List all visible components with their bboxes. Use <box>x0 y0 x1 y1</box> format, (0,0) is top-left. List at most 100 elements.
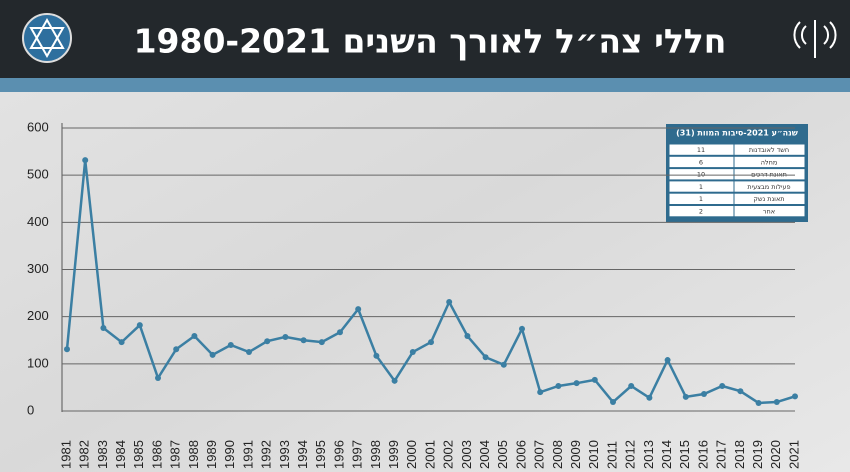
x-tick-label: 1987 <box>168 440 183 469</box>
legend-table: שנה״ע 2021-סיבות המוות (31) 11 חשד לאובדנו… <box>666 124 808 222</box>
x-tick-label: 2008 <box>550 440 565 469</box>
x-tick-label: 1988 <box>186 440 201 469</box>
point <box>227 341 234 348</box>
y-tick-label: 200 <box>27 308 49 323</box>
x-tick-label: 2021 <box>786 440 801 469</box>
point <box>173 346 180 353</box>
y-tick-label: 600 <box>27 119 49 134</box>
x-tick-label: 1991 <box>240 440 255 469</box>
y-tick-label: 300 <box>27 261 49 276</box>
table-cell <box>733 155 806 169</box>
point <box>355 306 362 313</box>
point <box>755 399 762 406</box>
point <box>118 339 125 346</box>
point <box>409 349 416 356</box>
point <box>573 380 580 387</box>
x-tick-label: 2004 <box>477 440 492 469</box>
x-tick-label: 1998 <box>368 440 383 469</box>
point <box>318 339 325 346</box>
table-value: 1 <box>699 183 703 191</box>
table-label: מחלה <box>761 158 778 166</box>
point <box>646 394 653 401</box>
point <box>428 339 434 346</box>
x-tick-label: 2012 <box>623 440 638 469</box>
point <box>446 299 453 306</box>
point <box>664 357 671 364</box>
point <box>155 374 161 381</box>
point <box>737 388 744 395</box>
x-tick-label: 1992 <box>259 440 274 469</box>
table-cell <box>733 180 806 193</box>
x-tick-label: 1990 <box>222 440 237 469</box>
point <box>391 377 398 384</box>
x-tick-label: 1994 <box>295 440 310 469</box>
x-tick-label: 2019 <box>750 440 765 469</box>
point <box>100 324 107 331</box>
x-tick-label: 1986 <box>149 440 164 469</box>
point <box>610 399 616 406</box>
table-value: 2 <box>699 208 703 216</box>
point <box>300 337 307 344</box>
table-label: תאונת נשק <box>753 195 784 203</box>
y-tick-label: 0 <box>27 402 34 417</box>
x-tick-label: 2002 <box>441 440 456 469</box>
x-tick-label: 1996 <box>331 440 346 469</box>
point <box>82 157 89 164</box>
point <box>482 354 489 361</box>
point <box>464 333 471 340</box>
table-value: 11 <box>697 146 705 154</box>
y-tick-label: 100 <box>27 355 49 370</box>
table-cell <box>733 168 806 181</box>
chart-title: חללי צה״ל לאורך השנים 1980-2021 <box>134 22 727 61</box>
table-label: אחר <box>763 208 775 216</box>
x-tick-label: 1999 <box>386 440 401 469</box>
point <box>537 389 544 396</box>
table-cell <box>733 143 806 156</box>
x-tick-label: 2011 <box>604 441 619 469</box>
point <box>500 361 507 368</box>
point <box>792 393 798 400</box>
x-tick-label: 1995 <box>313 440 328 469</box>
y-tick-label: 500 <box>27 167 49 182</box>
point <box>136 322 143 329</box>
table-value: 6 <box>699 158 703 166</box>
point <box>701 391 707 398</box>
point <box>773 399 780 406</box>
table-title: שנה״ע 2021-סיבות המוות (31) <box>676 129 798 138</box>
logo-right <box>793 20 837 58</box>
x-tick-label: 2009 <box>568 440 583 469</box>
point <box>264 338 271 345</box>
table-value: 10 <box>697 171 705 179</box>
x-tick-label: 1993 <box>277 440 292 469</box>
point <box>591 376 598 383</box>
x-tick-label: 2020 <box>768 440 783 469</box>
point <box>246 349 252 356</box>
logo-left <box>22 13 72 63</box>
x-tick-label: 1985 <box>131 440 146 469</box>
x-tick-label: 2018 <box>732 440 747 469</box>
point <box>209 351 216 358</box>
x-tick-label: 1982 <box>77 440 92 469</box>
table-label: חשד לאובדנות <box>749 146 789 154</box>
x-tick-label: 2014 <box>659 440 674 469</box>
point <box>64 346 70 353</box>
x-tick-label: 1989 <box>204 440 219 469</box>
x-tick-label: 1984 <box>113 440 128 469</box>
header-stripe <box>0 78 850 92</box>
x-tick-label: 2016 <box>695 440 710 469</box>
point <box>337 329 343 336</box>
table-cell <box>733 205 806 218</box>
x-tick-label: 2017 <box>714 440 729 469</box>
table-label: תאונת דרכים <box>751 171 787 179</box>
x-tick-label: 2010 <box>586 440 601 469</box>
y-tick-label: 400 <box>27 214 49 229</box>
x-tick-label: 2007 <box>532 440 547 469</box>
point <box>719 383 726 390</box>
x-tick-label: 1983 <box>95 440 110 469</box>
x-tick-label: 2006 <box>513 440 528 469</box>
x-tick-label: 2013 <box>641 440 656 469</box>
logo-star <box>29 17 65 49</box>
point <box>555 383 562 390</box>
x-tick-label: 2000 <box>404 440 419 469</box>
